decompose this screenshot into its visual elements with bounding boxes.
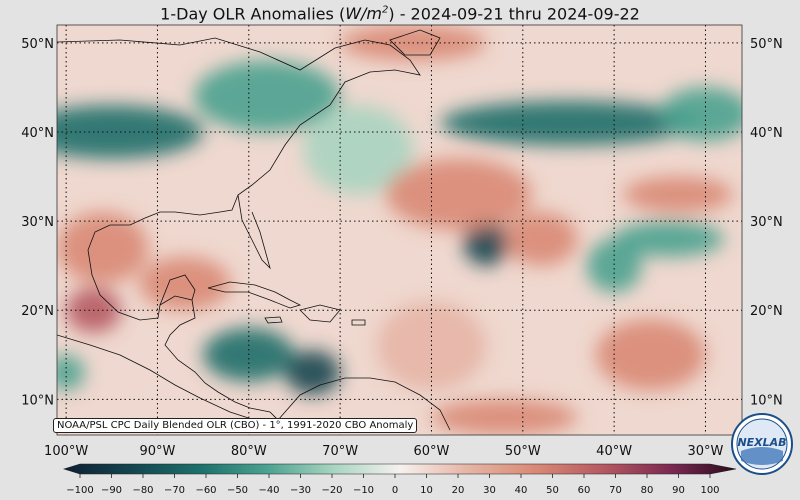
anomaly-feature: [57, 212, 149, 284]
lat-labels-right: 50°N 40°N 30°N 20°N 10°N: [750, 37, 783, 409]
colorbar-tick-label: 60: [578, 485, 591, 496]
anomaly-feature: [586, 238, 642, 293]
lat-label: 40°N: [21, 126, 54, 141]
lat-label: 50°N: [750, 37, 783, 52]
colorbar-tick-label: 80: [641, 485, 654, 496]
colorbar-tick-label: 90: [672, 485, 685, 496]
central-america-west-coast: [57, 334, 271, 426]
lat-label: 50°N: [21, 37, 54, 52]
north-america-coastline: [57, 37, 421, 421]
colorbar-tick-label: 20: [452, 485, 465, 496]
colorbar-tick-label: −80: [132, 485, 153, 496]
colorbar-tick-label: 100: [700, 485, 719, 496]
lat-label: 30°N: [750, 215, 783, 230]
colorbar-tick-label: −10: [353, 485, 374, 496]
lon-label: 80°W: [231, 444, 267, 459]
lon-labels: 100°W 90°W 80°W 70°W 60°W 50°W 40°W 30°W: [44, 444, 724, 459]
colorbar-tick-label: −40: [258, 485, 279, 496]
lat-labels-left: 50°N 40°N 30°N 20°N 10°N: [21, 37, 54, 409]
colorbar-tick-label: −30: [290, 485, 311, 496]
colorbar: −100 −90 −80 −70 −60 −50 −40 −30 −20 −10 0 10 20 30 40…: [62, 463, 737, 496]
lat-label: 30°N: [21, 215, 54, 230]
colorbar-tick-label: 40: [515, 485, 528, 496]
colorbar-tick-label: −90: [101, 485, 122, 496]
map-frame: [56, 24, 743, 436]
lat-label: 40°N: [750, 126, 783, 141]
lat-label: 10°N: [21, 393, 54, 408]
anomaly-feature: [504, 212, 578, 266]
anomaly-feature: [139, 256, 231, 311]
colorbar-tick-label: −60: [195, 485, 216, 496]
colorbar-tick-label: 10: [420, 485, 433, 496]
lon-label: 70°W: [322, 444, 358, 459]
hispaniola-coastline: [299, 304, 341, 323]
map-title: 1-Day OLR Anomalies (W/m2) - 2024-09-21 …: [0, 0, 800, 25]
anomaly-feature: [440, 100, 697, 146]
logo-text: NEXLAB: [737, 436, 786, 449]
lat-label: 20°N: [750, 304, 783, 319]
anomaly-feature: [303, 105, 414, 195]
title-prefix: 1-Day OLR Anomalies (: [160, 4, 346, 24]
anomaly-feature: [623, 176, 733, 213]
lon-label: 40°W: [596, 444, 632, 459]
jamaica-coastline: [264, 316, 283, 324]
colorbar-ticks: −100 −90 −80 −70 −60 −50 −40 −30 −20 −10 0 10 20 30 40…: [66, 474, 720, 496]
puerto-rico-coastline: [351, 319, 366, 326]
colorbar-tick-label: −70: [164, 485, 185, 496]
colorbar-tick-label: −50: [227, 485, 248, 496]
anomaly-field: [57, 25, 742, 435]
anomaly-feature: [595, 319, 706, 391]
nexlab-logo[interactable]: NEXLAB: [731, 413, 793, 475]
lon-label: 90°W: [140, 444, 176, 459]
colorbar-tick-label: 50: [546, 485, 559, 496]
data-credit: NOAA/PSL CPC Daily Blended OLR (CBO) - 1…: [53, 418, 418, 433]
lon-label: 30°W: [688, 444, 724, 459]
lon-label: 60°W: [414, 444, 450, 459]
south-america-coastline: [277, 377, 451, 431]
colorbar-tick-label: 70: [609, 485, 622, 496]
anomaly-feature: [463, 221, 510, 266]
colorbar-tick-label: −100: [66, 485, 93, 496]
title-unit: W/m2: [345, 4, 389, 24]
anomaly-feature: [385, 158, 532, 230]
florida-coastline: [237, 194, 271, 270]
newfoundland-coastline: [389, 29, 441, 56]
colorbar-tick-label: −20: [321, 485, 342, 496]
anomaly-feature: [614, 221, 724, 257]
anomaly-feature: [194, 60, 341, 132]
cuba-coastline: [207, 281, 302, 309]
yucatan-coastline: [159, 274, 196, 306]
coastlines: [57, 29, 451, 431]
colorbar-tick-label: 0: [392, 485, 398, 496]
lon-label: 100°W: [44, 444, 88, 459]
anomaly-feature: [285, 350, 341, 395]
anomaly-feature: [659, 87, 742, 141]
lat-label: 10°N: [750, 393, 783, 408]
graticule: [57, 25, 742, 435]
anomaly-feature: [431, 399, 578, 435]
colorbar-bar: [62, 463, 737, 475]
lon-label: 50°W: [505, 444, 541, 459]
anomaly-feature: [57, 354, 85, 391]
title-suffix: ) - 2024-09-21 thru 2024-09-22: [388, 4, 640, 24]
lat-label: 20°N: [21, 304, 54, 319]
colorbar-tick-label: 30: [483, 485, 496, 496]
